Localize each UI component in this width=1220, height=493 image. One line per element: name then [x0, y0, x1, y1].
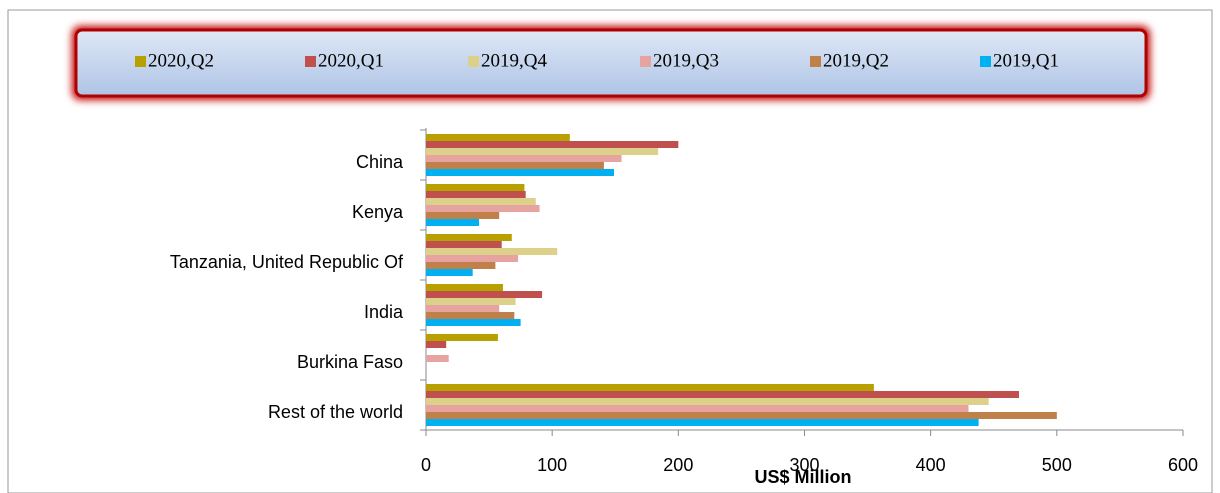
bar — [426, 269, 473, 276]
frame — [7, 9, 1213, 493]
legend-label: 2019,Q3 — [653, 50, 719, 71]
bar — [426, 298, 516, 305]
bar — [426, 248, 558, 255]
bar — [426, 262, 496, 269]
bar — [426, 319, 521, 326]
category-label: Kenya — [352, 202, 404, 222]
legend-label: 2020,Q1 — [318, 50, 384, 71]
bar — [426, 162, 604, 169]
legend-label: 2019,Q4 — [481, 50, 547, 71]
bar — [426, 355, 449, 362]
x-axis-label: US$ Million — [754, 467, 851, 487]
bar — [426, 205, 540, 212]
legend-swatch — [135, 56, 146, 67]
bar — [426, 134, 570, 141]
bar — [426, 419, 979, 426]
x-tick-label: 100 — [537, 455, 567, 475]
bar — [426, 305, 500, 312]
bar — [426, 291, 543, 298]
bar — [426, 391, 1019, 398]
bar — [426, 219, 479, 226]
bar — [426, 148, 659, 155]
bar — [426, 255, 519, 262]
bar — [426, 241, 502, 248]
legend-label: 2020,Q2 — [148, 50, 214, 71]
bar — [426, 412, 1057, 419]
bar — [426, 155, 622, 162]
legend-swatch — [980, 56, 991, 67]
bar — [426, 312, 515, 319]
bar — [426, 141, 679, 148]
category-label: Rest of the world — [268, 402, 403, 422]
bar — [426, 234, 512, 241]
legend-swatch — [810, 56, 821, 67]
bar — [426, 405, 969, 412]
bar — [426, 212, 500, 219]
category-label: Burkina Faso — [297, 352, 403, 372]
bar — [426, 184, 525, 191]
x-tick-label: 200 — [663, 455, 693, 475]
x-tick-label: 600 — [1168, 455, 1198, 475]
x-tick-label: 300 — [789, 455, 819, 475]
category-label: India — [364, 302, 404, 322]
category-label: Tanzania, United Republic Of — [170, 252, 404, 272]
bar — [426, 398, 989, 405]
legend-box — [74, 28, 1148, 98]
legend-label: 2019,Q1 — [993, 50, 1059, 71]
bar — [426, 384, 874, 391]
legend-swatch — [468, 56, 479, 67]
bar — [426, 169, 614, 176]
x-tick-label: 400 — [916, 455, 946, 475]
legend-label: 2019,Q2 — [823, 50, 889, 71]
x-tick-label: 0 — [421, 455, 431, 475]
bar — [426, 334, 498, 341]
bar — [426, 341, 447, 348]
x-tick-label: 500 — [1042, 455, 1072, 475]
bar — [426, 284, 503, 291]
category-label: China — [356, 152, 404, 172]
bar — [426, 198, 536, 205]
bar — [426, 191, 526, 198]
legend-swatch — [305, 56, 316, 67]
legend-swatch — [640, 56, 651, 67]
